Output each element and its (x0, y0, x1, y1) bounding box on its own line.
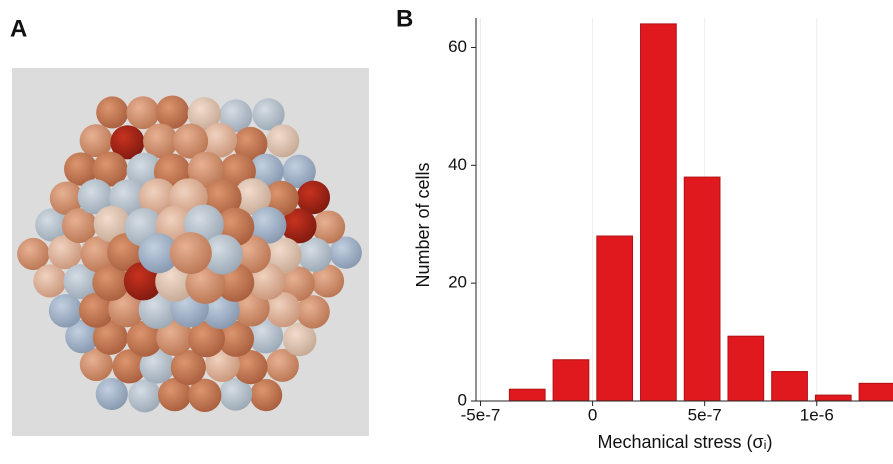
sphere (155, 95, 190, 129)
sphere (96, 96, 129, 129)
sphere (329, 236, 362, 269)
sphere (63, 264, 99, 300)
sphere (219, 99, 253, 133)
sphere (169, 232, 212, 275)
sphere (263, 180, 299, 217)
y-tick-label: 0 (458, 390, 467, 409)
sphere (80, 236, 117, 273)
panel-label: A (10, 15, 27, 42)
sphere (143, 123, 178, 159)
sphere (234, 178, 272, 216)
x-tick-label: -5e-7 (461, 405, 501, 424)
sphere (47, 234, 83, 270)
sphere (35, 208, 69, 242)
sphere (92, 264, 130, 302)
cell-render (17, 95, 362, 413)
sphere (296, 180, 331, 215)
sphere (77, 179, 113, 215)
sphere (281, 208, 317, 244)
sphere (265, 237, 302, 274)
bar (727, 335, 765, 401)
sphere (233, 350, 268, 385)
sphere (202, 234, 243, 275)
y-tick-label: 40 (448, 155, 467, 174)
sphere (79, 348, 113, 382)
sphere (126, 320, 163, 357)
sphere (248, 318, 284, 354)
sphere (188, 378, 222, 413)
x-tick-label: 5e-7 (688, 405, 722, 424)
sphere (296, 295, 330, 329)
sphere (79, 124, 113, 158)
sphere (33, 264, 67, 298)
x-tick-label: 1e-6 (800, 405, 834, 424)
sphere (156, 319, 193, 356)
sphere (282, 322, 317, 357)
bar (552, 359, 590, 401)
sphere (249, 206, 287, 244)
sphere (185, 263, 226, 304)
bars (508, 23, 893, 401)
sphere (219, 377, 253, 411)
bar (858, 382, 893, 401)
bar (683, 176, 721, 401)
sphere (95, 377, 128, 411)
sphere (282, 154, 316, 189)
sphere (172, 123, 209, 159)
sphere (78, 292, 115, 328)
sphere (138, 178, 177, 217)
sphere (217, 320, 255, 357)
sphere (64, 152, 98, 186)
sphere (49, 181, 84, 215)
sphere (138, 233, 179, 274)
sphere (128, 379, 162, 413)
sphere (297, 237, 332, 272)
sphere (112, 349, 147, 384)
sphere (139, 348, 175, 384)
sphere (279, 266, 315, 302)
bar (640, 23, 677, 401)
panel-label: B (396, 5, 413, 32)
bar (508, 388, 546, 401)
sphere (187, 97, 221, 131)
sphere (233, 126, 268, 162)
y-axis-label: Number of cells (413, 162, 433, 287)
sphere (312, 210, 346, 244)
sphere (266, 124, 300, 158)
sphere (188, 320, 225, 358)
sphere (265, 348, 299, 382)
sphere (265, 292, 301, 328)
y-tick-label: 60 (448, 37, 467, 56)
sphere (310, 264, 345, 298)
sphere (92, 319, 128, 355)
sphere (126, 96, 160, 130)
sphere (248, 263, 286, 301)
x-tick-label: 0 (588, 405, 597, 424)
sphere (202, 122, 238, 158)
sphere (250, 379, 283, 412)
sphere (187, 151, 225, 189)
y-tick-label: 20 (448, 273, 467, 292)
sphere (138, 290, 177, 329)
sphere (252, 98, 285, 131)
sphere (48, 293, 83, 328)
sphere (110, 125, 145, 160)
sphere (93, 205, 131, 243)
bar (596, 235, 634, 401)
sphere (17, 237, 50, 271)
sphere (158, 377, 192, 412)
bar (771, 371, 808, 401)
x-axis-label: Mechanical stress (σᵢ) (598, 432, 773, 452)
sphere (65, 319, 99, 354)
sphere (92, 151, 128, 187)
sphere (61, 208, 97, 244)
sphere (170, 349, 206, 386)
bar (814, 394, 852, 401)
